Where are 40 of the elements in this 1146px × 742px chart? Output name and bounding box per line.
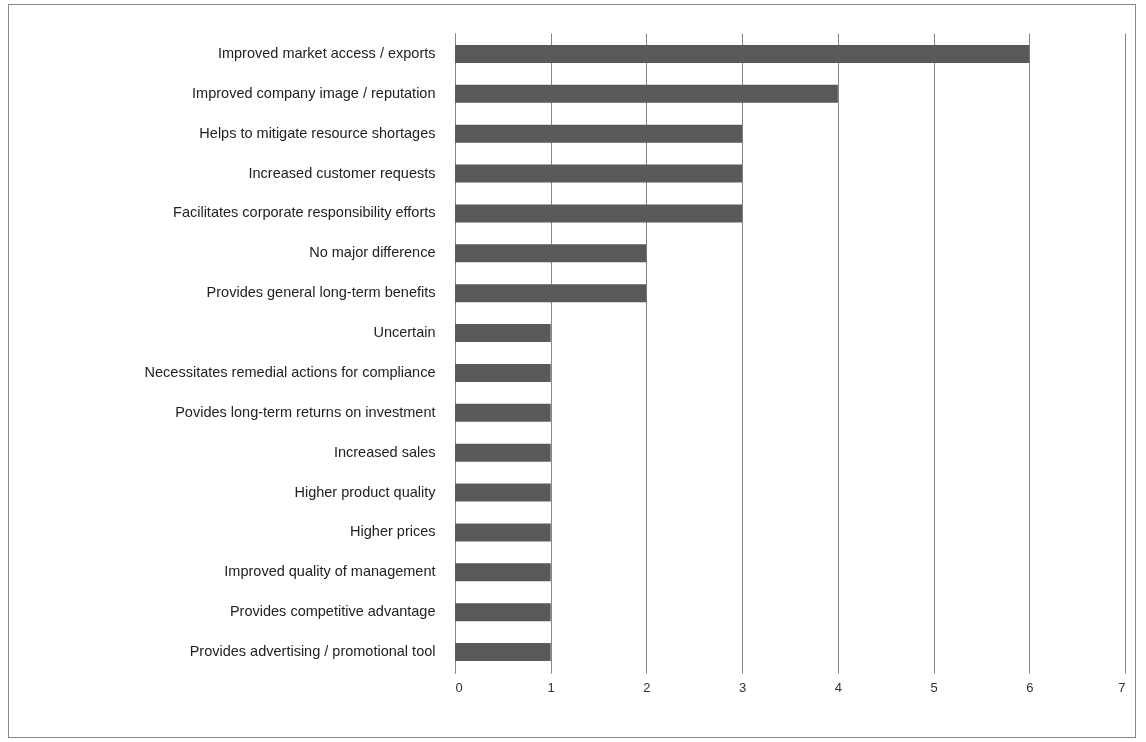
y-tick-label: Provides advertising / promotional tool <box>189 643 436 660</box>
x-tick-label: 5 <box>930 679 938 695</box>
y-tick-label: Provides general long-term benefits <box>206 284 436 301</box>
x-tick-label: 2 <box>643 679 651 695</box>
y-tick-label: Uncertain <box>373 324 436 341</box>
bar <box>455 124 743 143</box>
y-tick-label: Improved quality of management <box>224 563 436 580</box>
bar <box>455 643 551 662</box>
x-tick-label: 1 <box>547 679 555 695</box>
x-tick-label: 3 <box>739 679 747 695</box>
bar <box>455 403 551 422</box>
bar <box>455 324 551 343</box>
bar <box>455 443 551 462</box>
bar <box>455 164 743 183</box>
y-tick-label: Higher prices <box>350 523 436 540</box>
bar <box>455 363 551 382</box>
y-tick-label: Necessitates remedial actions for compliance <box>144 363 436 380</box>
x-tick-label: 4 <box>834 679 842 695</box>
y-tick-label: Povides long-term returns on investment <box>175 403 436 420</box>
y-tick-label: Provides competitive advantage <box>229 603 436 620</box>
y-tick-label: Facilitates corporate responsibility efforts <box>173 204 436 221</box>
x-tick-label: 7 <box>1118 679 1126 695</box>
bar <box>455 84 838 103</box>
y-tick-label: No major difference <box>309 244 436 261</box>
y-tick-label: Helps to mitigate resource shortages <box>199 124 436 141</box>
x-tick-label: 0 <box>455 679 463 695</box>
y-tick-label: Improved company image / reputation <box>192 84 436 101</box>
bar <box>455 563 551 582</box>
bar <box>455 244 647 263</box>
x-tick-label: 6 <box>1026 679 1034 695</box>
bar <box>455 204 743 223</box>
bar <box>455 523 551 542</box>
bar <box>455 483 551 502</box>
y-tick-label: Higher product quality <box>294 483 437 500</box>
y-tick-label: Increased sales <box>333 443 436 460</box>
y-tick-label: Increased customer requests <box>248 164 436 181</box>
bar <box>455 44 1030 63</box>
bar <box>455 284 647 303</box>
bar <box>455 603 551 622</box>
y-tick-label: Improved market access / exports <box>217 44 436 61</box>
